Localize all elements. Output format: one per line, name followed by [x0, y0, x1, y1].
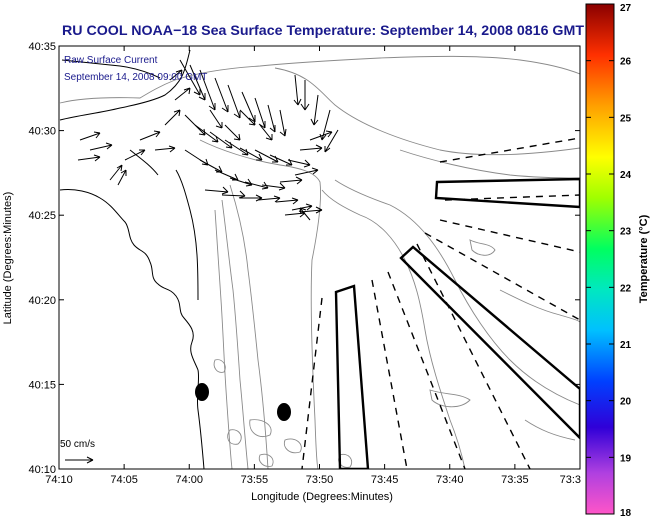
marker-east	[277, 403, 291, 421]
scale-arrow	[65, 456, 94, 464]
colorbar-tick-label: 19	[620, 453, 632, 464]
x-tick-label: 73:3	[560, 474, 581, 486]
y-axis-ticks: 40:35 40:30 40:25 40:20 40:15 40:10	[28, 41, 580, 476]
dashed-transects	[301, 137, 580, 469]
map-area	[59, 46, 580, 469]
y-tick-label: 40:30	[28, 126, 56, 138]
x-axis-label: Longitude (Degrees:Minutes)	[251, 491, 393, 503]
x-tick-label: 73:40	[436, 474, 464, 486]
x-tick-label: 73:50	[306, 474, 334, 486]
x-axis-ticks: 74:10 74:05 74:00 73:55 73:50 73:45 73:40 73:35…	[45, 46, 581, 486]
legend-line-2: September 14, 2008 09:00 GMT	[64, 72, 207, 83]
coastline	[59, 49, 205, 469]
colorbar-tick-label: 18	[620, 508, 632, 518]
colorbar-ticks: 27 26 25 24 23 22 21 20 19 18	[586, 3, 632, 518]
x-tick-label: 73:55	[241, 474, 269, 486]
x-tick-label: 73:35	[501, 474, 529, 486]
x-tick-label: 73:45	[371, 474, 399, 486]
colorbar-tick-label: 25	[620, 113, 632, 124]
scale-label: 50 cm/s	[60, 439, 95, 450]
survey-boxes	[334, 177, 580, 469]
current-vectors	[77, 59, 339, 221]
y-tick-label: 40:15	[28, 379, 56, 391]
bathymetry-contours	[59, 55, 580, 469]
y-tick-label: 40:10	[28, 464, 56, 476]
colorbar	[585, 3, 615, 515]
colorbar-tick-label: 20	[620, 397, 632, 408]
colorbar-tick-label: 26	[620, 57, 632, 68]
colorbar-tick-label: 21	[620, 340, 632, 351]
colorbar-tick-label: 22	[620, 283, 632, 294]
y-tick-label: 40:20	[28, 295, 56, 307]
x-tick-label: 74:05	[110, 474, 138, 486]
colorbar-label: Temperature (°C)	[638, 214, 650, 303]
y-tick-label: 40:35	[28, 41, 56, 53]
x-tick-label: 74:00	[175, 474, 203, 486]
y-axis-label: Latitude (Degrees:Minutes)	[2, 192, 14, 325]
x-tick-label: 74:10	[45, 474, 73, 486]
colorbar-tick-label: 23	[620, 227, 632, 238]
marker-west	[195, 383, 209, 401]
figure-title: RU COOL NOAA−18 Sea Surface Temperature:…	[62, 22, 584, 38]
colorbar-tick-label: 27	[620, 3, 632, 14]
colorbar-tick-label: 24	[620, 170, 632, 181]
legend-line-1: Raw Surface Current	[64, 55, 158, 66]
y-tick-label: 40:25	[28, 210, 56, 222]
